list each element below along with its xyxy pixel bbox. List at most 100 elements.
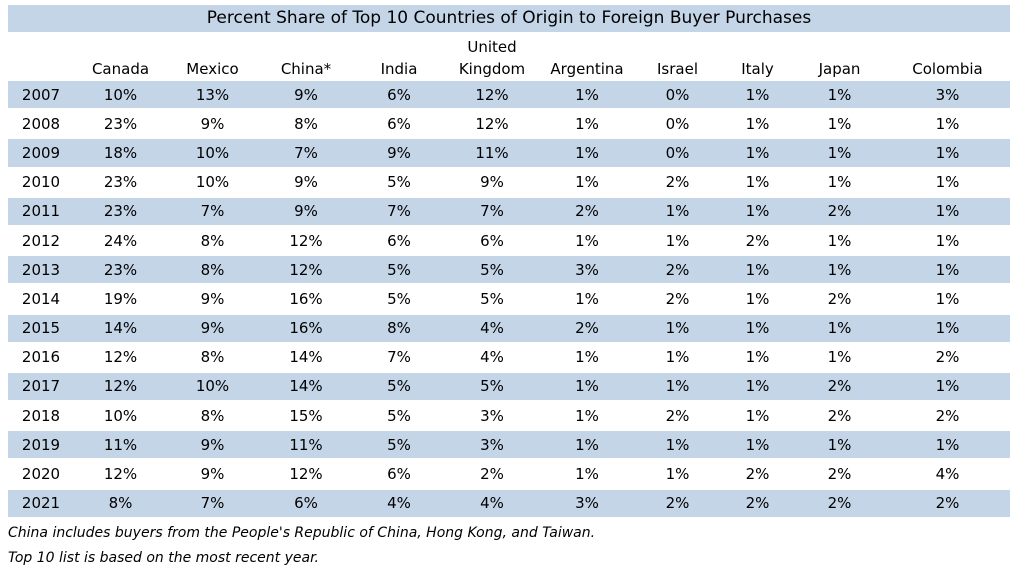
data-table: Canada Mexico China* India United Kingdom Arg…	[8, 32, 1010, 519]
year-cell: 2014	[8, 285, 74, 315]
value-cell: 14%	[258, 344, 354, 373]
value-cell: 2%	[794, 197, 885, 227]
year-column-header	[8, 32, 74, 81]
value-cell: 1%	[721, 285, 794, 315]
value-cell: 3%	[540, 489, 634, 519]
value-cell: 1%	[721, 81, 794, 111]
value-cell: 0%	[634, 81, 721, 111]
value-cell: 1%	[540, 285, 634, 315]
value-cell: 5%	[354, 402, 444, 432]
value-cell: 1%	[540, 402, 634, 432]
value-cell: 2%	[540, 197, 634, 227]
value-cell: 6%	[354, 460, 444, 490]
value-cell: 12%	[444, 110, 540, 140]
value-cell: 1%	[634, 314, 721, 344]
value-cell: 4%	[444, 489, 540, 519]
value-cell: 23%	[74, 110, 167, 140]
value-cell: 8%	[74, 489, 167, 519]
value-cell: 1%	[794, 256, 885, 286]
table-row: 2007 10% 13% 9% 6% 12% 1% 0% 1% 1% 3%	[8, 81, 1010, 111]
value-cell: 7%	[167, 197, 258, 227]
value-cell: 1%	[794, 314, 885, 344]
table-row: 2010 23% 10% 9% 5% 9% 1% 2% 1% 1% 1%	[8, 169, 1010, 198]
value-cell: 2%	[634, 169, 721, 198]
column-header: India	[380, 60, 418, 78]
column-header: Argentina	[550, 60, 624, 78]
table-row: 2013 23% 8% 12% 5% 5% 3% 2% 1% 1% 1%	[8, 256, 1010, 286]
column-header: United Kingdom	[458, 38, 526, 78]
value-cell: 1%	[721, 197, 794, 227]
value-cell: 1%	[721, 169, 794, 198]
value-cell: 9%	[167, 285, 258, 315]
value-cell: 1%	[540, 227, 634, 257]
table-row: 2018 10% 8% 15% 5% 3% 1% 2% 1% 2% 2%	[8, 402, 1010, 432]
value-cell: 24%	[74, 227, 167, 257]
value-cell: 1%	[885, 110, 1010, 140]
year-cell: 2011	[8, 197, 74, 227]
year-cell: 2020	[8, 460, 74, 490]
table-row: 2014 19% 9% 16% 5% 5% 1% 2% 1% 2% 1%	[8, 285, 1010, 315]
value-cell: 9%	[258, 81, 354, 111]
value-cell: 1%	[721, 110, 794, 140]
value-cell: 8%	[167, 344, 258, 373]
value-cell: 5%	[354, 256, 444, 286]
value-cell: 1%	[721, 431, 794, 461]
column-header: Colombia	[912, 60, 983, 78]
footnote: Top 10 list is based on the most recent …	[8, 549, 319, 566]
value-cell: 2%	[794, 372, 885, 403]
value-cell: 1%	[540, 372, 634, 403]
value-cell: 1%	[540, 169, 634, 198]
value-cell: 10%	[167, 372, 258, 403]
value-cell: 1%	[634, 197, 721, 227]
year-cell: 2018	[8, 402, 74, 432]
value-cell: 4%	[444, 344, 540, 373]
value-cell: 10%	[167, 139, 258, 169]
value-cell: 12%	[258, 227, 354, 257]
value-cell: 9%	[167, 314, 258, 344]
table-row: 2009 18% 10% 7% 9% 11% 1% 0% 1% 1% 1%	[8, 139, 1010, 169]
year-cell: 2019	[8, 431, 74, 461]
footnotes: China includes buyers from the People's …	[8, 521, 1010, 571]
column-header: Canada	[91, 60, 150, 78]
value-cell: 1%	[794, 344, 885, 373]
value-cell: 10%	[74, 402, 167, 432]
value-cell: 1%	[540, 460, 634, 490]
value-cell: 14%	[74, 314, 167, 344]
value-cell: 12%	[258, 460, 354, 490]
value-cell: 12%	[74, 372, 167, 403]
value-cell: 3%	[444, 431, 540, 461]
value-cell: 10%	[167, 169, 258, 198]
table-figure: Percent Share of Top 10 Countries of Ori…	[8, 5, 1010, 571]
value-cell: 6%	[444, 227, 540, 257]
table-row: 2016 12% 8% 14% 7% 4% 1% 1% 1% 1% 2%	[8, 344, 1010, 373]
year-cell: 2021	[8, 489, 74, 519]
column-header: Mexico	[186, 60, 239, 78]
value-cell: 1%	[885, 285, 1010, 315]
value-cell: 2%	[634, 402, 721, 432]
value-cell: 1%	[540, 81, 634, 111]
value-cell: 2%	[634, 489, 721, 519]
value-cell: 1%	[634, 460, 721, 490]
value-cell: 7%	[354, 344, 444, 373]
value-cell: 6%	[354, 110, 444, 140]
value-cell: 2%	[634, 285, 721, 315]
value-cell: 1%	[885, 139, 1010, 169]
value-cell: 1%	[885, 372, 1010, 403]
value-cell: 9%	[258, 197, 354, 227]
value-cell: 23%	[74, 169, 167, 198]
value-cell: 4%	[885, 460, 1010, 490]
column-header: Israel	[657, 60, 698, 78]
value-cell: 7%	[167, 489, 258, 519]
value-cell: 1%	[794, 431, 885, 461]
value-cell: 11%	[444, 139, 540, 169]
column-header: Japan	[818, 60, 861, 78]
table-row: 2020 12% 9% 12% 6% 2% 1% 1% 2% 2% 4%	[8, 460, 1010, 490]
table-row: 2015 14% 9% 16% 8% 4% 2% 1% 1% 1% 1%	[8, 314, 1010, 344]
value-cell: 23%	[74, 256, 167, 286]
value-cell: 1%	[634, 431, 721, 461]
table-row: 2021 8% 7% 6% 4% 4% 3% 2% 2% 2% 2%	[8, 489, 1010, 519]
table-row: 2008 23% 9% 8% 6% 12% 1% 0% 1% 1% 1%	[8, 110, 1010, 140]
table-row: 2012 24% 8% 12% 6% 6% 1% 1% 2% 1% 1%	[8, 227, 1010, 257]
value-cell: 5%	[354, 169, 444, 198]
value-cell: 1%	[794, 139, 885, 169]
